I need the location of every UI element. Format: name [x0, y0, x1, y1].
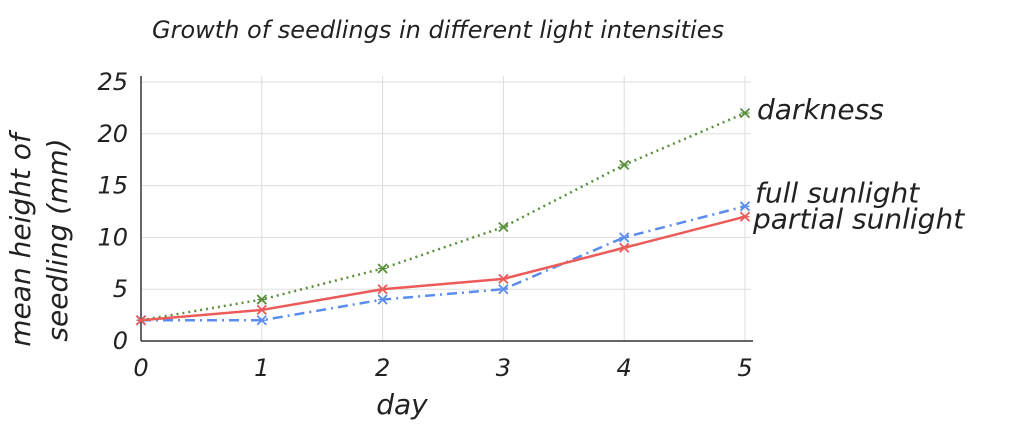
y-axis-label-line-1: mean height of — [4, 129, 37, 347]
y-tick-label: 5 — [113, 275, 128, 303]
data-point — [377, 294, 388, 305]
series-label: partial sunlight — [752, 203, 965, 236]
series-line — [140, 215, 746, 322]
series-markers — [135, 107, 751, 326]
data-point — [135, 315, 147, 326]
data-point — [619, 242, 630, 253]
y-axis-label: mean height of seedling (mm) — [4, 129, 74, 347]
y-axis-label-line-2: seedling (mm) — [41, 138, 74, 341]
x-tick-label: 4 — [617, 354, 632, 382]
data-point — [739, 201, 751, 212]
data-point — [619, 159, 630, 171]
data-point — [377, 263, 388, 274]
series-label: full sunlight — [755, 176, 920, 209]
y-tick-labels: 0 5 10 15 20 25 — [97, 68, 128, 355]
data-point — [498, 273, 509, 284]
data-point — [256, 315, 267, 326]
series-line — [140, 111, 746, 322]
series-label: darkness — [757, 93, 884, 126]
y-tick-label: 10 — [97, 223, 128, 251]
x-tick-label: 1 — [254, 354, 269, 382]
series-line — [141, 205, 746, 322]
x-tick-label: 5 — [737, 354, 752, 382]
data-point — [498, 284, 509, 295]
axes — [140, 76, 753, 342]
y-tick-label: 15 — [97, 172, 128, 200]
data-point — [619, 232, 630, 243]
x-tick-label: 2 — [375, 354, 390, 382]
chart-title: Growth of seedlings in different light i… — [152, 16, 724, 44]
x-tick-labels: 0 1 2 3 4 5 — [133, 354, 752, 382]
y-tick-label: 25 — [97, 68, 128, 96]
series-lines — [140, 111, 746, 322]
data-point — [739, 211, 751, 222]
grid — [141, 76, 751, 341]
data-point — [256, 294, 267, 305]
x-tick-label: 0 — [133, 354, 148, 382]
x-tick-label: 3 — [496, 354, 511, 382]
data-point — [498, 221, 509, 233]
data-point — [739, 107, 751, 119]
data-point — [256, 304, 267, 316]
y-tick-label: 20 — [97, 120, 128, 148]
y-tick-label: 0 — [113, 327, 128, 355]
x-axis-label: day — [376, 388, 428, 421]
data-point — [377, 284, 388, 295]
